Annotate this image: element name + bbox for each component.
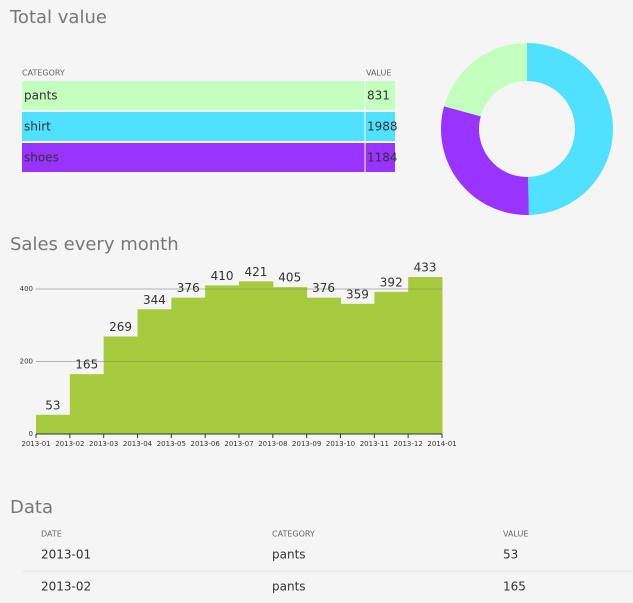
y-tick-label: 0 [29, 430, 33, 438]
column-header: VALUE [503, 530, 528, 539]
cell: 53 [503, 548, 518, 562]
step-bar [374, 291, 409, 434]
cell: 831 [367, 89, 390, 103]
column-header: CATEGORY [22, 69, 65, 78]
cell: pants [272, 548, 306, 562]
value-label: 53 [45, 398, 60, 412]
step-bar [137, 309, 172, 434]
y-tick-label: 200 [20, 357, 33, 365]
step-bar [36, 414, 71, 434]
column-header: VALUE [366, 69, 391, 78]
value-label: 344 [143, 293, 166, 307]
step-bar [272, 287, 308, 434]
pie-slice [444, 43, 527, 117]
x-tick-label: 2013-05 [157, 440, 186, 448]
content: pants 831 shirt 1988 shoes 1184 0 200 400 53 165 26… [20, 43, 633, 594]
step-bar [69, 374, 105, 434]
x-tick-label: 2013-12 [394, 440, 423, 448]
cell: 2013-02 [41, 580, 91, 594]
step-bar [408, 277, 443, 434]
step-bar [239, 281, 274, 434]
step-bar [205, 285, 240, 434]
cell: 1988 [367, 120, 398, 134]
section-title: Data [10, 497, 53, 518]
pie-slice [440, 106, 529, 215]
step-bar [340, 303, 375, 434]
x-tick-label: 2013-03 [89, 440, 118, 448]
x-tick-label: 2013-04 [123, 440, 153, 448]
value-label: 359 [346, 287, 369, 301]
column-header: DATE [41, 530, 62, 539]
column-header: CATEGORY [272, 530, 315, 539]
section-title: Total value [9, 7, 107, 28]
value-label: 376 [177, 281, 200, 295]
step-bar [171, 297, 206, 434]
x-tick-label: 2013-06 [191, 440, 221, 448]
section-title: Sales every month [10, 234, 179, 255]
value-label: 376 [312, 281, 335, 295]
x-tick-label: 2014-01 [427, 440, 456, 448]
cell: shoes [24, 151, 59, 165]
cell: pants [24, 89, 58, 103]
value-label: 269 [109, 320, 132, 334]
x-tick-label: 2013-09 [292, 440, 321, 448]
x-tick-label: 2013-11 [360, 440, 389, 448]
value-label: 165 [75, 358, 98, 372]
value-label: 410 [211, 269, 234, 283]
pie-slice [527, 43, 614, 215]
y-tick-label: 400 [20, 285, 33, 293]
cell: pants [272, 580, 306, 594]
value-label: 392 [380, 275, 403, 289]
table-row [22, 143, 395, 172]
value-label: 421 [244, 265, 267, 279]
x-tick-label: 2013-07 [224, 440, 253, 448]
cell: 1184 [367, 151, 398, 165]
table-row [22, 112, 395, 141]
x-tick-label: 2013-01 [21, 440, 50, 448]
cell: 2013-01 [41, 548, 91, 562]
cell: shirt [24, 120, 51, 134]
x-tick-label: 2013-02 [55, 440, 84, 448]
step-bar [103, 336, 138, 434]
step-bar [306, 297, 341, 434]
x-tick-label: 2013-10 [326, 440, 355, 448]
cell: 165 [503, 580, 526, 594]
value-label: 433 [414, 261, 437, 275]
x-tick-label: 2013-08 [258, 440, 287, 448]
table-row [22, 81, 395, 110]
value-label: 405 [278, 271, 301, 285]
